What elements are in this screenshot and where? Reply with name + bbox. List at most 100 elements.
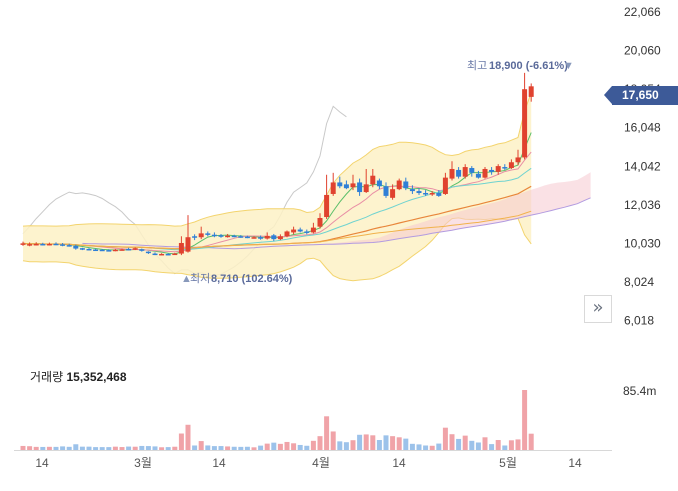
volume-bar (46, 446, 52, 450)
volume-bar (152, 446, 158, 450)
candle-body (330, 182, 336, 194)
volume-bar (218, 446, 224, 450)
candle-body (337, 182, 343, 187)
x-tick-label: 14 (35, 456, 49, 470)
candle-body (264, 235, 270, 239)
x-tick-label: 4월 (312, 456, 330, 470)
candle-body (304, 231, 310, 233)
volume-bar (310, 440, 316, 450)
candle-body (449, 168, 455, 179)
price-axis: 22,06620,06018,05416,04814,04212,03610,0… (624, 5, 661, 328)
y-tick-label: 14,042 (624, 159, 661, 173)
candle-body (132, 248, 138, 250)
volume-bar (337, 441, 343, 450)
low-value: 8,710 (102.64%) (211, 273, 293, 285)
volume-bar (442, 427, 448, 450)
candle-body (99, 249, 105, 252)
candle-body (145, 251, 151, 254)
candle-body (429, 193, 435, 195)
volume-bar (231, 446, 237, 450)
expand-chart-button[interactable]: » (584, 295, 612, 323)
candle-body (403, 181, 409, 189)
x-tick-label: 3월 (134, 456, 152, 470)
volume-bar (423, 445, 429, 450)
volume-bar (185, 424, 191, 450)
high-label: 최고 (467, 59, 487, 72)
volume-bar (482, 437, 488, 450)
current-price-tag: 17,650 (604, 86, 678, 105)
candle-body (60, 244, 66, 246)
candle-body (390, 189, 396, 198)
volume-bar (370, 435, 376, 450)
y-tick-label: 16,048 (624, 121, 661, 135)
volume-bar (258, 445, 264, 450)
candle-body (73, 245, 79, 249)
volume-bar (383, 435, 389, 450)
volume-bar (60, 446, 66, 450)
volume-bar (317, 436, 323, 450)
volume-bar (112, 446, 118, 450)
volume-bar (106, 447, 112, 450)
volume-bar (357, 434, 363, 450)
candle-body (119, 249, 125, 251)
candle-body (277, 236, 283, 240)
volume-bar (244, 446, 250, 450)
volume-bar (284, 441, 290, 450)
cloud-span-b (82, 197, 591, 250)
candle-body (86, 248, 92, 251)
volume-bar (93, 447, 99, 450)
candle-body (370, 175, 376, 185)
volume-bar (205, 445, 211, 450)
volume-bar (456, 438, 462, 450)
volume-bar (73, 444, 79, 450)
volume-bar (409, 443, 415, 450)
volume-bar (27, 446, 33, 450)
volume-bar (304, 445, 310, 450)
volume-bar (79, 446, 85, 450)
candle-body (251, 237, 257, 239)
candle-body (46, 243, 52, 246)
candle-body (40, 243, 46, 246)
candle-body (462, 167, 468, 177)
candle-body (106, 250, 112, 252)
volume-bar (343, 442, 349, 450)
candle-body (423, 193, 429, 195)
volume-bar (132, 446, 138, 450)
x-tick-label: 5월 (499, 456, 517, 470)
volume-bar (436, 443, 442, 450)
y-tick-label: 22,066 (624, 5, 661, 19)
x-tick-label: 14 (212, 456, 226, 470)
volume-bar (238, 446, 244, 450)
candle-body (383, 186, 389, 196)
y-tick-label: 12,036 (624, 198, 661, 212)
candle-body (192, 236, 198, 238)
volume-bar (192, 445, 198, 450)
candle-body (27, 244, 33, 246)
volume-bar (165, 447, 171, 450)
candle-body (139, 249, 145, 251)
volume-bar (469, 440, 475, 450)
candle-body (291, 229, 297, 233)
volume-bar (324, 416, 330, 450)
volume-bar (251, 447, 257, 450)
volume-bar (159, 447, 165, 450)
volume-bar (376, 440, 382, 450)
volume-bar (522, 390, 528, 450)
candle-body (205, 233, 211, 235)
volume-bar (350, 440, 356, 450)
volume-bar (264, 443, 270, 450)
volume-bar (126, 446, 132, 450)
y-tick-label: 10,030 (624, 236, 661, 250)
volume-bar (172, 446, 178, 450)
candle-body (482, 168, 488, 178)
candle-body (185, 237, 191, 252)
volume-bar (99, 447, 105, 450)
volume-bar (330, 431, 336, 450)
candle-body (244, 236, 250, 239)
volume-bar (390, 436, 396, 450)
candlesticks (20, 72, 534, 256)
candle-body (218, 235, 224, 237)
candle-body (310, 227, 316, 233)
y-tick-label: 20,060 (624, 44, 661, 58)
